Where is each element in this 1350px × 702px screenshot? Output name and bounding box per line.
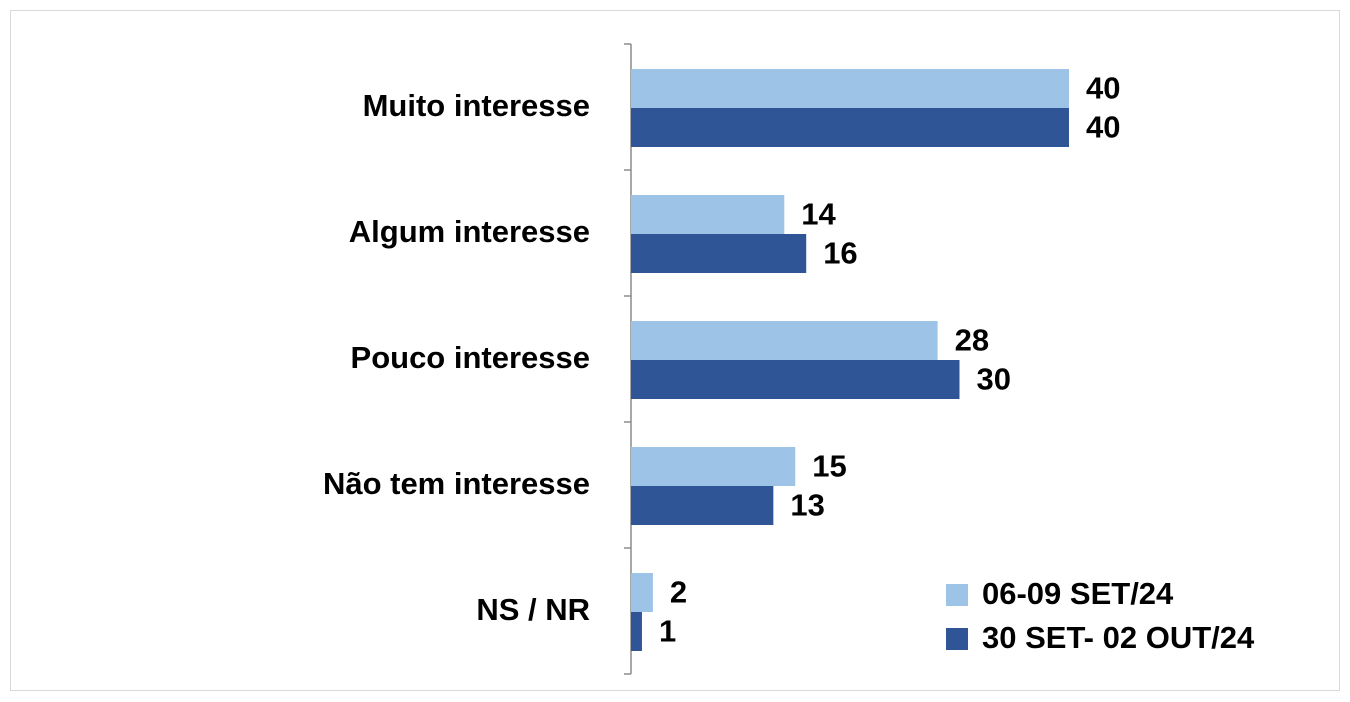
bar (631, 447, 796, 486)
value-label: 40 (1086, 71, 1120, 106)
chart-frame (10, 10, 1340, 691)
value-label: 14 (801, 197, 836, 232)
value-label: 30 (977, 362, 1011, 397)
bar (631, 321, 938, 360)
legend-label: 06-09 SET/24 (982, 576, 1174, 611)
legend-swatch (946, 628, 968, 650)
bar (631, 108, 1069, 147)
bar (631, 69, 1069, 108)
bar (631, 573, 653, 612)
bar (631, 612, 642, 651)
category-label: Muito interesse (363, 88, 590, 123)
value-label: 1 (659, 614, 676, 649)
value-label: 40 (1086, 110, 1120, 145)
value-label: 13 (790, 488, 824, 523)
value-label: 2 (670, 575, 687, 610)
value-label: 16 (823, 236, 857, 271)
value-label: 28 (955, 323, 989, 358)
category-label: Pouco interesse (351, 340, 590, 375)
bar (631, 195, 785, 234)
bar (631, 234, 807, 273)
category-label: Algum interesse (349, 214, 590, 249)
legend-swatch (946, 584, 968, 606)
category-label: NS / NR (476, 592, 590, 627)
bar (631, 360, 960, 399)
legend-label: 30 SET- 02 OUT/24 (982, 620, 1255, 655)
bar (631, 486, 774, 525)
value-label: 15 (812, 449, 846, 484)
category-label: Não tem interesse (323, 466, 590, 501)
